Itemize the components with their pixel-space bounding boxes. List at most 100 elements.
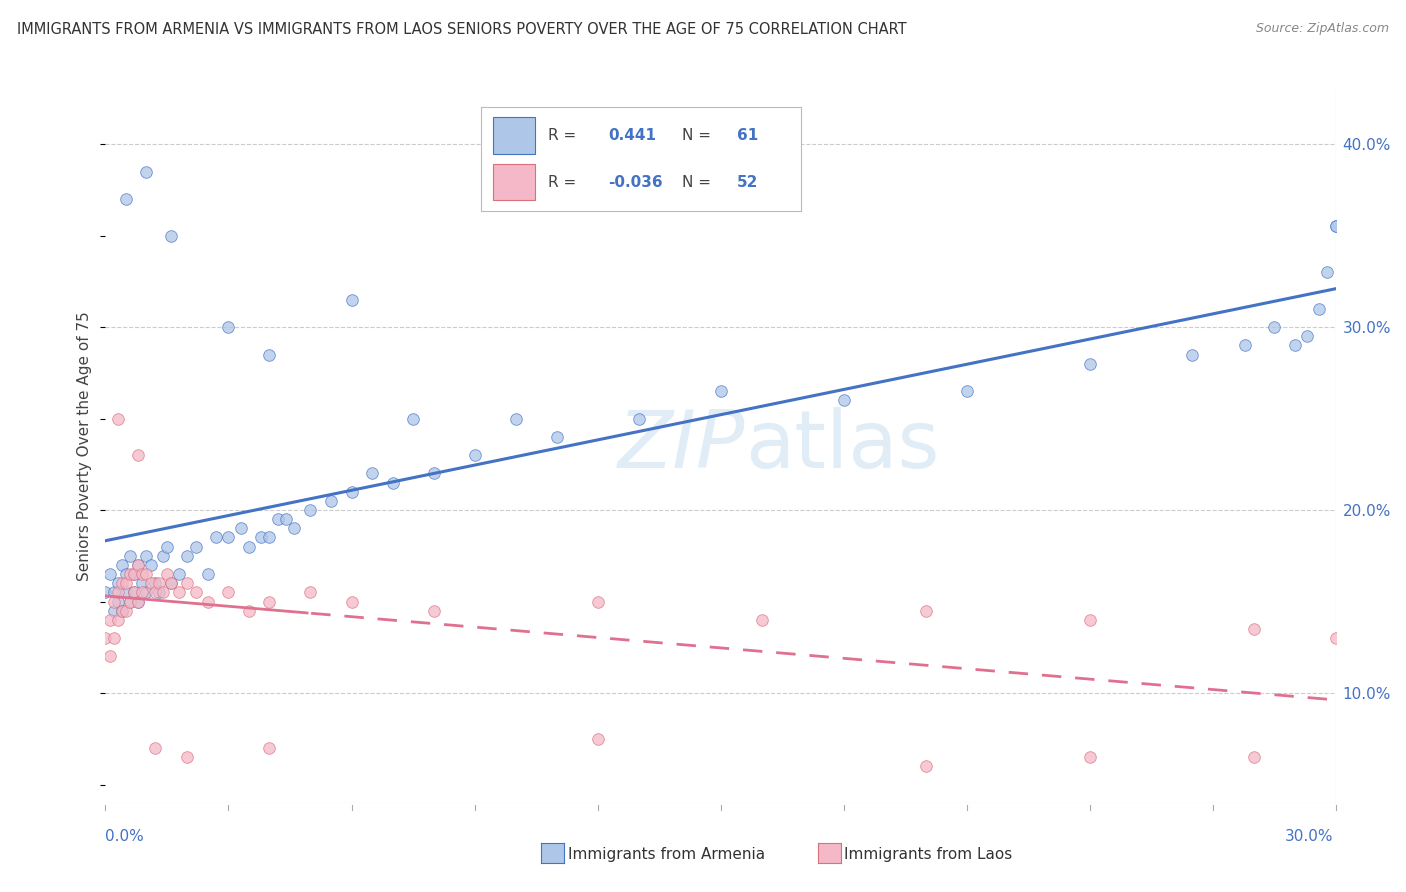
- Point: [156, 567, 179, 582]
- Point: [402, 411, 425, 425]
- Point: [111, 576, 134, 591]
- Point: [94, 631, 117, 645]
- Point: [267, 512, 290, 526]
- Point: [586, 731, 609, 746]
- Point: [115, 567, 138, 582]
- Point: [422, 467, 444, 481]
- FancyBboxPatch shape: [494, 118, 536, 153]
- Point: [1078, 613, 1101, 627]
- Text: Source: ZipAtlas.com: Source: ZipAtlas.com: [1256, 22, 1389, 36]
- Point: [107, 585, 129, 599]
- Text: Immigrants from Armenia: Immigrants from Armenia: [568, 847, 765, 862]
- Point: [710, 384, 733, 398]
- Point: [107, 613, 129, 627]
- Point: [176, 750, 198, 764]
- Text: 52: 52: [737, 175, 758, 190]
- Text: IMMIGRANTS FROM ARMENIA VS IMMIGRANTS FROM LAOS SENIORS POVERTY OVER THE AGE OF : IMMIGRANTS FROM ARMENIA VS IMMIGRANTS FR…: [17, 22, 907, 37]
- Point: [127, 448, 149, 462]
- Point: [176, 576, 198, 591]
- Point: [1181, 347, 1204, 361]
- Point: [1078, 750, 1101, 764]
- Point: [259, 594, 281, 608]
- Point: [127, 558, 149, 572]
- Point: [1316, 265, 1339, 279]
- Point: [218, 585, 240, 599]
- Point: [103, 604, 125, 618]
- Point: [340, 484, 363, 499]
- Text: R =: R =: [548, 128, 576, 143]
- Point: [464, 448, 486, 462]
- Point: [115, 585, 138, 599]
- Point: [122, 585, 145, 599]
- Point: [122, 585, 145, 599]
- Point: [169, 585, 191, 599]
- Point: [299, 503, 322, 517]
- Point: [122, 567, 145, 582]
- Point: [120, 549, 141, 563]
- Point: [127, 594, 149, 608]
- Point: [422, 604, 444, 618]
- Point: [98, 567, 121, 582]
- Point: [160, 576, 183, 591]
- Point: [131, 576, 153, 591]
- Point: [160, 576, 183, 591]
- Point: [205, 531, 228, 545]
- Point: [135, 585, 157, 599]
- Point: [229, 521, 252, 535]
- Point: [283, 521, 305, 535]
- Text: Immigrants from Laos: Immigrants from Laos: [844, 847, 1012, 862]
- Point: [319, 494, 342, 508]
- Point: [218, 320, 240, 334]
- FancyBboxPatch shape: [494, 164, 536, 200]
- Text: 0.0%: 0.0%: [105, 830, 145, 844]
- Point: [120, 594, 141, 608]
- Point: [218, 531, 240, 545]
- Point: [1308, 301, 1330, 316]
- Point: [169, 567, 191, 582]
- Point: [111, 558, 134, 572]
- Point: [135, 549, 157, 563]
- Point: [131, 567, 153, 582]
- Point: [381, 475, 404, 490]
- Point: [751, 613, 773, 627]
- Point: [122, 567, 145, 582]
- Point: [1296, 329, 1319, 343]
- Point: [135, 164, 157, 178]
- Point: [1078, 357, 1101, 371]
- Point: [127, 558, 149, 572]
- Point: [98, 649, 121, 664]
- Point: [103, 594, 125, 608]
- Point: [1324, 631, 1347, 645]
- Point: [120, 594, 141, 608]
- Point: [274, 512, 297, 526]
- Point: [131, 585, 153, 599]
- Point: [1243, 622, 1265, 636]
- Point: [238, 604, 260, 618]
- Point: [115, 604, 138, 618]
- Point: [103, 585, 125, 599]
- Point: [340, 293, 363, 307]
- Point: [107, 576, 129, 591]
- Point: [184, 585, 207, 599]
- Point: [143, 576, 166, 591]
- Text: atlas: atlas: [745, 407, 939, 485]
- Point: [160, 228, 183, 243]
- Point: [1243, 750, 1265, 764]
- Y-axis label: Seniors Poverty Over the Age of 75: Seniors Poverty Over the Age of 75: [77, 311, 93, 581]
- Point: [914, 604, 936, 618]
- Point: [107, 411, 129, 425]
- Text: ZIP: ZIP: [617, 407, 745, 485]
- Point: [586, 594, 609, 608]
- Point: [152, 549, 174, 563]
- Point: [111, 604, 134, 618]
- Text: 30.0%: 30.0%: [1285, 830, 1333, 844]
- Point: [259, 740, 281, 755]
- Text: N =: N =: [682, 175, 711, 190]
- Point: [152, 585, 174, 599]
- Point: [238, 540, 260, 554]
- Point: [127, 594, 149, 608]
- Point: [1284, 338, 1306, 352]
- Point: [111, 604, 134, 618]
- Point: [139, 576, 162, 591]
- Point: [139, 558, 162, 572]
